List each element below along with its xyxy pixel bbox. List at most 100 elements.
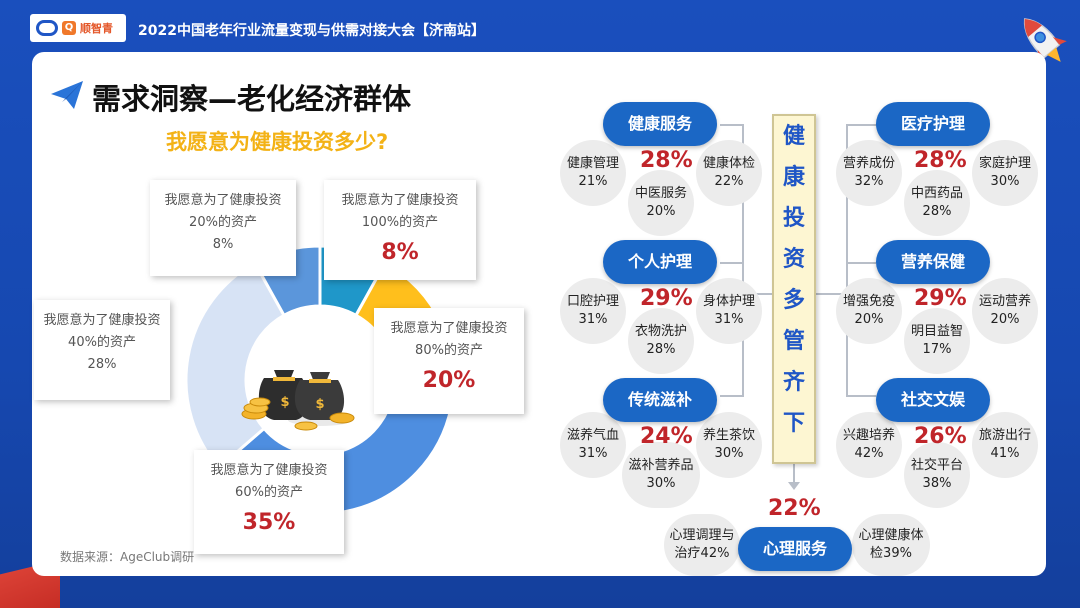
callout-80pct-assets: 我愿意为了健康投资 80%的资产 20%	[374, 308, 524, 414]
item-pct: 31%	[714, 312, 744, 327]
item-sports-nutrition: 运动营养 20%	[972, 278, 1038, 344]
callout-20pct-assets: 我愿意为了健康投资 20%的资产 8%	[150, 180, 296, 276]
q-logo-icon: Q	[62, 21, 76, 35]
left-branch-3	[720, 395, 744, 397]
item-pct: 20%	[990, 312, 1020, 327]
item-pct: 20%	[646, 204, 676, 219]
top-bar: Q 顺智青 2022中国老年行业流量变现与供需对接大会【济南站】	[0, 0, 1080, 65]
right-branch-1	[846, 124, 876, 126]
item-pct: 21%	[578, 174, 608, 189]
svg-text:$: $	[315, 397, 324, 412]
rocket-icon	[1023, 18, 1067, 65]
chart-subtitle: 我愿意为健康投资多少?	[166, 130, 389, 154]
item-immunity: 增强免疫 20%	[836, 278, 902, 344]
item-name: 社交平台	[910, 458, 963, 473]
group-medical-care: 医疗护理	[876, 102, 990, 146]
item-pct: 17%	[922, 342, 952, 357]
item-pct: 30%	[714, 446, 744, 461]
item-tcm-service: 中医服务 20%	[628, 170, 694, 236]
center-char-7: 齐	[782, 370, 805, 395]
group-nutrition-health-pct: 29%	[914, 286, 967, 311]
down-connector	[793, 464, 795, 484]
item-medicine: 中西药品 28%	[904, 170, 970, 236]
item-name: 运动营养	[978, 294, 1031, 309]
item-name: 滋补营养品	[628, 458, 694, 473]
center-char-6: 管	[782, 329, 805, 354]
right-trunk-line	[846, 124, 848, 396]
group-social-entertainment: 社交文娱	[876, 378, 990, 422]
item-name: 营养成份	[842, 156, 895, 171]
item-pct: 28%	[646, 342, 676, 357]
item-travel: 旅游出行 41%	[972, 412, 1038, 478]
callout-60-value: 35%	[242, 510, 296, 535]
item-psych-therapy: 心理调理与 治疗42%	[664, 514, 740, 576]
item-name: 口腔护理	[566, 294, 619, 309]
item-pct: 41%	[990, 446, 1020, 461]
item-line1: 心理健康体	[858, 528, 924, 543]
left-branch-1	[720, 124, 744, 126]
down-arrow-icon	[788, 482, 800, 490]
item-name: 中西药品	[910, 186, 963, 201]
callout-100pct-assets: 我愿意为了健康投资 100%的资产 8%	[324, 180, 476, 280]
item-tonic-supplements: 滋补营养品 30%	[622, 442, 700, 508]
item-nourish-blood: 滋养气血 31%	[560, 412, 626, 478]
item-social-platform: 社交平台 38%	[904, 442, 970, 508]
callout-80-value: 20%	[422, 368, 476, 393]
right-branch-3	[846, 395, 876, 397]
svg-text:$: $	[280, 395, 289, 410]
group-psychological-service: 心理服务	[738, 527, 852, 571]
item-pct: 32%	[854, 174, 884, 189]
brand-logo-text: 顺智青	[80, 22, 113, 35]
item-pct: 30%	[990, 174, 1020, 189]
item-psych-checkup: 心理健康体 检39%	[852, 514, 930, 576]
center-char-5: 多	[782, 288, 805, 313]
money-bags-icon: $ $	[241, 370, 355, 431]
item-name: 中医服务	[634, 186, 687, 201]
item-body-care: 身体护理 31%	[696, 278, 762, 344]
callout-20-value: 8%	[212, 237, 234, 252]
callout-100-value: 8%	[381, 240, 419, 265]
center-char-3: 投	[782, 206, 805, 231]
item-name: 健康管理	[566, 156, 619, 171]
item-pct: 31%	[578, 312, 608, 327]
callout-60pct-assets: 我愿意为了健康投资 60%的资产 35%	[194, 450, 344, 554]
item-oral-care: 口腔护理 31%	[560, 278, 626, 344]
left-connector	[742, 293, 774, 295]
item-name: 明目益智	[910, 324, 963, 339]
page-title: 需求洞察—老化经济群体	[92, 82, 412, 116]
item-name: 滋养气血	[566, 428, 619, 443]
item-pct: 30%	[646, 476, 676, 491]
callout-80-line1: 我愿意为了健康投资	[390, 321, 508, 336]
item-name: 健康体检	[702, 156, 755, 171]
callout-40-line2: 40%的资产	[68, 335, 136, 350]
item-health-checkup: 健康体检 22%	[696, 140, 762, 206]
item-home-care: 家庭护理 30%	[972, 140, 1038, 206]
ageclub-logo-icon	[36, 20, 58, 36]
data-source-note: 数据来源：AgeClub调研	[60, 550, 195, 564]
center-char-4: 资	[782, 247, 805, 272]
item-eyes-brain: 明目益智 17%	[904, 308, 970, 374]
group-health-service: 健康服务	[603, 102, 717, 146]
item-name: 旅游出行	[978, 428, 1031, 443]
item-name: 养生茶饮	[702, 428, 755, 443]
group-psychological-pct: 22%	[768, 496, 821, 521]
center-char-1: 健	[782, 124, 805, 149]
left-branch-2	[720, 262, 744, 264]
group-traditional-tonic: 传统滋补	[603, 378, 717, 422]
callout-20-line1: 我愿意为了健康投资	[164, 193, 282, 208]
item-name: 衣物洗护	[634, 324, 687, 339]
item-name: 身体护理	[702, 294, 755, 309]
callout-40pct-assets: 我愿意为了健康投资 40%的资产 28%	[34, 300, 170, 400]
item-pct: 20%	[854, 312, 884, 327]
group-health-service-pct: 28%	[640, 148, 693, 173]
item-name: 增强免疫	[842, 294, 895, 309]
item-pct: 42%	[854, 446, 884, 461]
item-line2: 治疗42%	[674, 546, 730, 561]
right-connector	[816, 293, 848, 295]
right-branch-2	[846, 262, 876, 264]
paper-plane-icon	[51, 81, 83, 109]
item-pct: 28%	[922, 204, 952, 219]
conference-title: 2022中国老年行业流量变现与供需对接大会【济南站】	[138, 23, 485, 39]
center-char-8: 下	[782, 411, 805, 436]
